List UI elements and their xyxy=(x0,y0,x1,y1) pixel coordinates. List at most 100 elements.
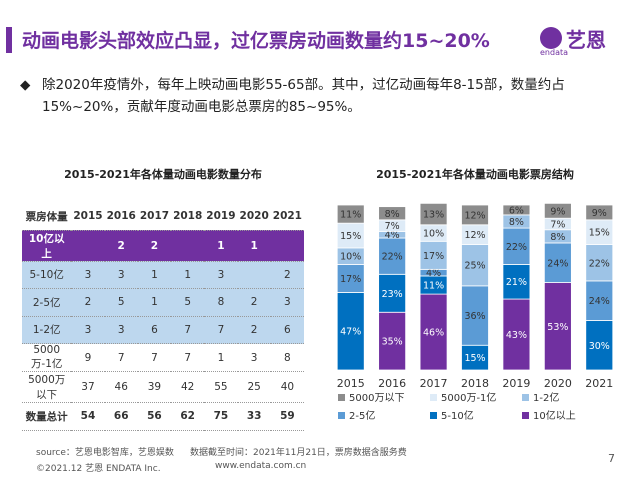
bullet-text: 除2020年疫情外，每年上映动画电影55-65部。其中，过亿动画每年8-15部，… xyxy=(42,77,565,115)
table-cell: 5 xyxy=(104,288,138,317)
title-bar xyxy=(6,27,12,53)
table-cell: 59 xyxy=(270,402,304,431)
bar-segment xyxy=(336,292,365,371)
table-cell: 6 xyxy=(270,316,304,344)
table-row: 1-2亿 3 3 6 7 7 2 6 xyxy=(22,316,304,344)
data-label: 22% xyxy=(382,252,403,263)
data-label: 11% xyxy=(340,210,361,221)
data-label: 21% xyxy=(506,277,527,288)
copyright: ©2021.12 艺恩 ENDATA Inc. xyxy=(36,464,161,474)
data-label: 47% xyxy=(340,327,361,338)
bar-segment xyxy=(378,237,407,275)
legend-swatch xyxy=(338,412,345,419)
table-cell: 5000万-1亿 xyxy=(22,343,72,372)
date: 数据截至时间：2021年11月21日，票房数据含服务费 xyxy=(190,448,407,458)
table-cell: 5-10亿 xyxy=(22,261,72,289)
data-label: 25% xyxy=(464,261,485,272)
data-label: 9% xyxy=(550,206,565,217)
table-cell: 56 xyxy=(137,402,172,431)
legend-label: 2-5亿 xyxy=(349,409,375,422)
table-cell: 3 xyxy=(237,343,271,372)
data-label: 8% xyxy=(385,209,400,220)
logo: 艺恩 endata xyxy=(540,24,630,57)
x-tick-label: 2017 xyxy=(420,377,448,390)
data-label: 17% xyxy=(423,251,444,262)
table-cell: 2 xyxy=(237,316,271,344)
table-cell: 39 xyxy=(137,371,172,403)
table-cell: 2 xyxy=(137,230,172,262)
table-cell: 55 xyxy=(204,371,238,403)
table-cell: 2 xyxy=(270,261,304,289)
data-label: 46% xyxy=(423,328,444,339)
table-cell: 1 xyxy=(171,261,205,289)
legend-swatch xyxy=(522,412,529,419)
bar-segment xyxy=(585,204,614,221)
table-cell: 6 xyxy=(137,316,172,344)
table-title: 2015-2021年各体量动画电影数量分布 xyxy=(64,168,262,181)
table-cell: 2-5亿 xyxy=(22,288,72,317)
table-cell xyxy=(71,230,105,262)
table-cell: 1-2亿 xyxy=(22,316,72,344)
data-label: 15% xyxy=(464,353,485,364)
x-tick-label: 2015 xyxy=(337,377,365,390)
chart-title: 2015-2021年各体量动画电影票房结构 xyxy=(376,168,574,181)
legend-label: 10亿以上 xyxy=(533,409,576,422)
table-cell: 5 xyxy=(171,288,205,317)
legend-swatch xyxy=(522,394,529,401)
table-cell: 1 xyxy=(137,288,172,317)
header-cell: 2017 xyxy=(137,203,172,231)
table-cell xyxy=(270,230,304,262)
table-cell: 1 xyxy=(137,261,172,289)
bar-segment xyxy=(461,244,489,287)
bullet: ◆ 除2020年疫情外，每年上映动画电影55-65部。其中，过亿动画每年8-15部… xyxy=(20,74,625,118)
data-label: 11% xyxy=(423,281,444,292)
url: www.endata.com.cn xyxy=(215,461,307,471)
data-label: 15% xyxy=(340,231,361,242)
table-cell: 3 xyxy=(71,261,105,289)
x-tick-label: 2018 xyxy=(461,377,489,390)
header-cell: 2015 xyxy=(71,203,105,231)
source: source：艺恩电影智库，艺恩娱数 xyxy=(36,448,174,458)
table-cell: 25 xyxy=(237,371,271,403)
header-cell: 2018 xyxy=(171,203,205,231)
x-tick-label: 2020 xyxy=(544,377,572,390)
table-cell: 2 xyxy=(237,288,271,317)
legend-swatch xyxy=(430,412,437,419)
data-label: 10% xyxy=(340,252,361,263)
bar-segment xyxy=(336,264,365,293)
bar-segment xyxy=(543,282,572,371)
legend-swatch xyxy=(430,394,437,401)
table-cell xyxy=(171,230,205,262)
table-cell: 40 xyxy=(270,371,304,403)
chart: 47%17%10%15%11%201535%23%22%4%7%8%201646… xyxy=(336,202,614,422)
bar-segment xyxy=(419,240,448,270)
data-label: 8% xyxy=(550,232,565,243)
table-row: 数量总计 54 66 56 62 75 33 59 xyxy=(22,402,304,431)
table-row: 5-10亿 3 3 1 1 3 2 xyxy=(22,261,304,289)
x-tick-label: 2021 xyxy=(585,377,613,390)
table-row: 10亿以上 2 2 1 1 xyxy=(22,230,304,262)
data-label: 43% xyxy=(506,330,527,341)
page-number: 7 xyxy=(608,452,615,465)
bar-segment xyxy=(378,273,407,313)
table-cell: 42 xyxy=(171,371,205,403)
data-label: 24% xyxy=(547,258,568,269)
header-cell: 2020 xyxy=(237,203,271,231)
table-cell: 7 xyxy=(171,343,205,372)
data-label: 22% xyxy=(506,242,527,253)
table-cell: 66 xyxy=(104,402,138,431)
data-label: 7% xyxy=(550,219,565,230)
table-cell xyxy=(237,261,271,289)
table-cell: 3 xyxy=(270,288,304,317)
logo-cn: 艺恩 xyxy=(566,28,606,52)
table-row: 2-5亿 2 5 1 5 8 2 3 xyxy=(22,288,304,317)
table-row: 5000万以下 37 46 39 42 55 25 40 xyxy=(22,371,304,403)
data-label: 15% xyxy=(589,228,610,239)
data-label: 12% xyxy=(464,210,485,221)
data-label: 7% xyxy=(385,221,400,232)
legend-label: 5-10亿 xyxy=(441,409,474,422)
table-cell: 1 xyxy=(204,343,238,372)
bar-segment xyxy=(543,202,572,219)
header-cell: 2019 xyxy=(204,203,238,231)
